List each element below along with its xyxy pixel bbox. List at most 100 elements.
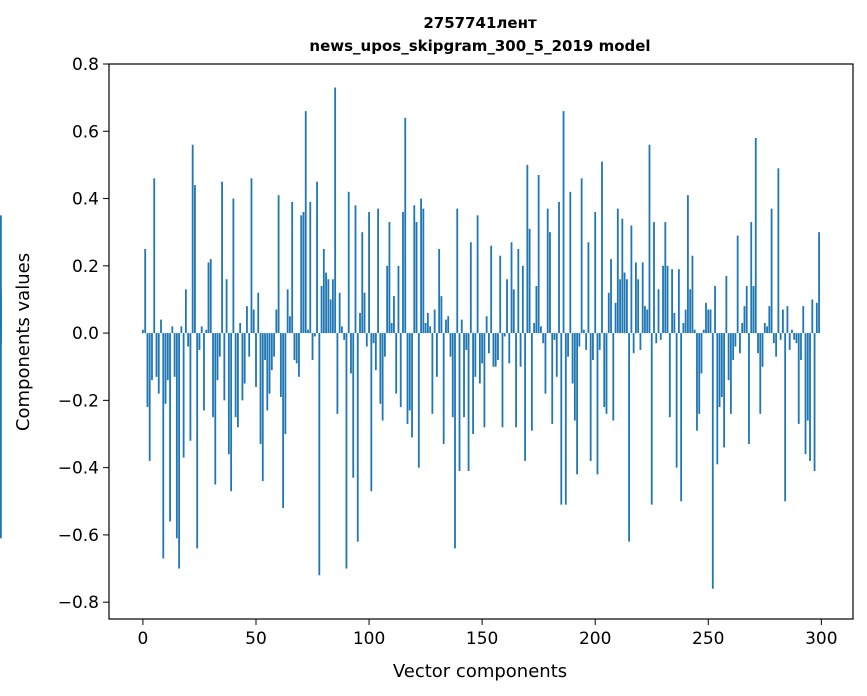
bar	[241, 333, 244, 401]
bar	[533, 323, 536, 334]
bar	[322, 249, 325, 334]
bar	[198, 333, 201, 350]
bar	[325, 272, 327, 334]
bar	[506, 279, 508, 334]
bar	[499, 255, 502, 334]
bar	[0, 333, 2, 344]
bar	[492, 333, 495, 367]
bar	[815, 302, 818, 334]
bar	[250, 178, 253, 334]
bar	[779, 333, 782, 340]
bar	[621, 218, 624, 334]
bar	[659, 333, 662, 340]
bar	[750, 222, 753, 334]
bar	[630, 225, 633, 334]
bar	[144, 249, 147, 334]
bar	[653, 222, 655, 334]
bar	[474, 333, 477, 377]
bar	[727, 333, 730, 381]
bar	[440, 296, 443, 334]
bar	[336, 333, 339, 414]
bar	[664, 222, 667, 334]
bar	[562, 111, 565, 334]
bar	[386, 265, 389, 334]
bar	[739, 333, 741, 354]
bar	[806, 333, 809, 421]
bar	[393, 296, 395, 334]
bar	[0, 215, 2, 334]
bar	[788, 333, 791, 350]
bar	[682, 323, 685, 334]
bar	[641, 262, 644, 334]
bar	[770, 208, 773, 334]
bar	[752, 286, 755, 334]
bar	[331, 279, 334, 334]
bar	[155, 333, 158, 377]
bar	[214, 333, 217, 485]
bar	[311, 333, 314, 360]
bar	[594, 212, 597, 334]
bar	[551, 333, 554, 424]
bar	[603, 333, 606, 408]
bar	[160, 319, 162, 334]
bar	[379, 333, 382, 404]
bar	[772, 333, 775, 344]
bar	[230, 333, 233, 492]
bar	[415, 222, 418, 334]
bar	[433, 309, 436, 334]
bar	[795, 333, 798, 344]
bar	[350, 333, 352, 374]
bar	[264, 333, 266, 360]
bar	[221, 181, 223, 334]
y-axis-ticks: −0.8 −0.6 −0.4 −0.2 0.0 0.2 0.4 0.6 0.8	[58, 55, 109, 613]
bar	[218, 333, 221, 357]
bar	[320, 286, 323, 334]
bar	[157, 333, 160, 394]
bar	[356, 333, 359, 542]
x-axis-ticks: 0 50 100 150 200 250 300	[138, 619, 838, 649]
bar	[275, 309, 278, 334]
bar	[169, 333, 171, 522]
bar	[497, 333, 499, 360]
bar	[424, 323, 427, 334]
chart-subtitle: news_upos_skipgram_300_5_2019 model	[309, 37, 650, 55]
bar	[698, 333, 701, 414]
bar	[569, 191, 572, 334]
bar	[341, 326, 343, 334]
bar	[598, 333, 601, 350]
bar	[304, 111, 307, 334]
bar	[657, 289, 660, 334]
bar	[239, 323, 242, 334]
bar	[207, 262, 210, 334]
bar	[234, 333, 237, 418]
bar	[397, 265, 400, 334]
bar	[243, 333, 246, 384]
bar	[671, 269, 673, 334]
bar	[406, 333, 409, 424]
bar	[467, 333, 470, 471]
bar	[759, 333, 762, 414]
bar	[675, 333, 678, 468]
bar	[153, 178, 156, 334]
bar	[368, 212, 370, 334]
bar	[743, 306, 746, 334]
bar	[723, 333, 726, 448]
bar	[345, 333, 348, 569]
bar	[571, 333, 574, 384]
bar	[763, 323, 766, 334]
bar	[171, 326, 174, 334]
bar	[212, 333, 214, 418]
bar	[478, 333, 481, 384]
bar	[316, 181, 318, 334]
bar	[347, 191, 350, 334]
bar	[365, 333, 368, 347]
bar	[601, 161, 603, 334]
bar	[162, 333, 165, 559]
bar	[546, 208, 549, 334]
bar	[307, 329, 309, 334]
bar	[578, 333, 581, 347]
bar	[696, 333, 698, 431]
bar	[436, 333, 438, 377]
bar	[585, 333, 588, 350]
